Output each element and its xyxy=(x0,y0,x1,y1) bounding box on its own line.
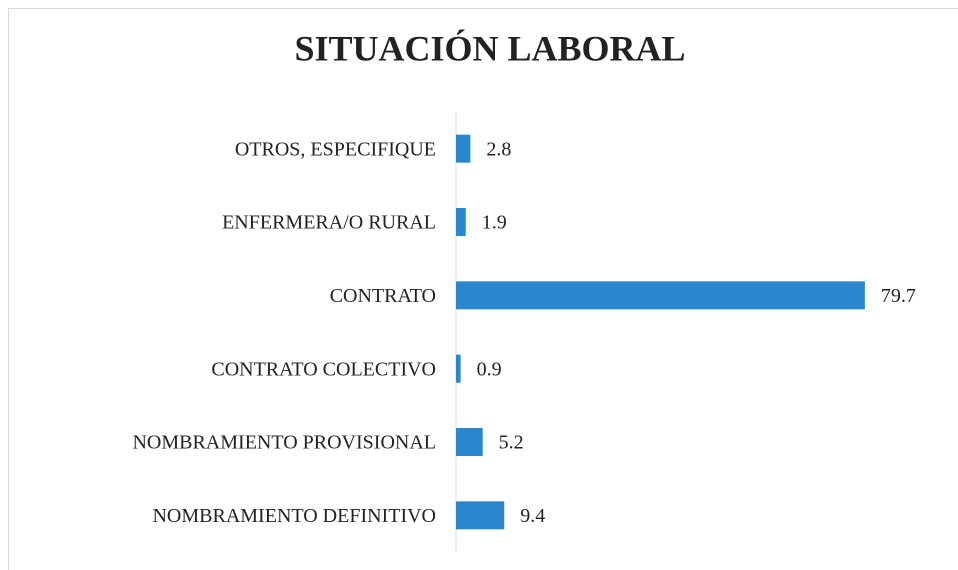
data-label: 5.2 xyxy=(499,432,524,454)
y-tick-label: CONTRATO COLECTIVO xyxy=(211,358,436,380)
chart-frame xyxy=(8,8,958,570)
y-tick-label: OTROS, ESPECIFIQUE xyxy=(235,138,436,160)
bar xyxy=(456,281,865,310)
bar xyxy=(456,134,471,163)
bar xyxy=(456,501,505,530)
data-label: 2.8 xyxy=(486,138,511,160)
data-label: 79.7 xyxy=(881,285,916,307)
chart-title: SITUACIÓN LABORAL xyxy=(294,28,685,68)
y-tick-label: CONTRATO xyxy=(330,285,436,307)
y-tick-label: ENFERMERA/O RURAL xyxy=(222,212,436,234)
data-label: 9.4 xyxy=(520,505,545,527)
y-tick-label: NOMBRAMIENTO PROVISIONAL xyxy=(132,432,436,454)
bar xyxy=(456,354,461,383)
data-label: 1.9 xyxy=(482,212,507,234)
y-tick-label: NOMBRAMIENTO DEFINITIVO xyxy=(152,505,436,527)
data-label: 0.9 xyxy=(477,358,502,380)
bar xyxy=(456,208,466,236)
bar xyxy=(456,428,483,456)
